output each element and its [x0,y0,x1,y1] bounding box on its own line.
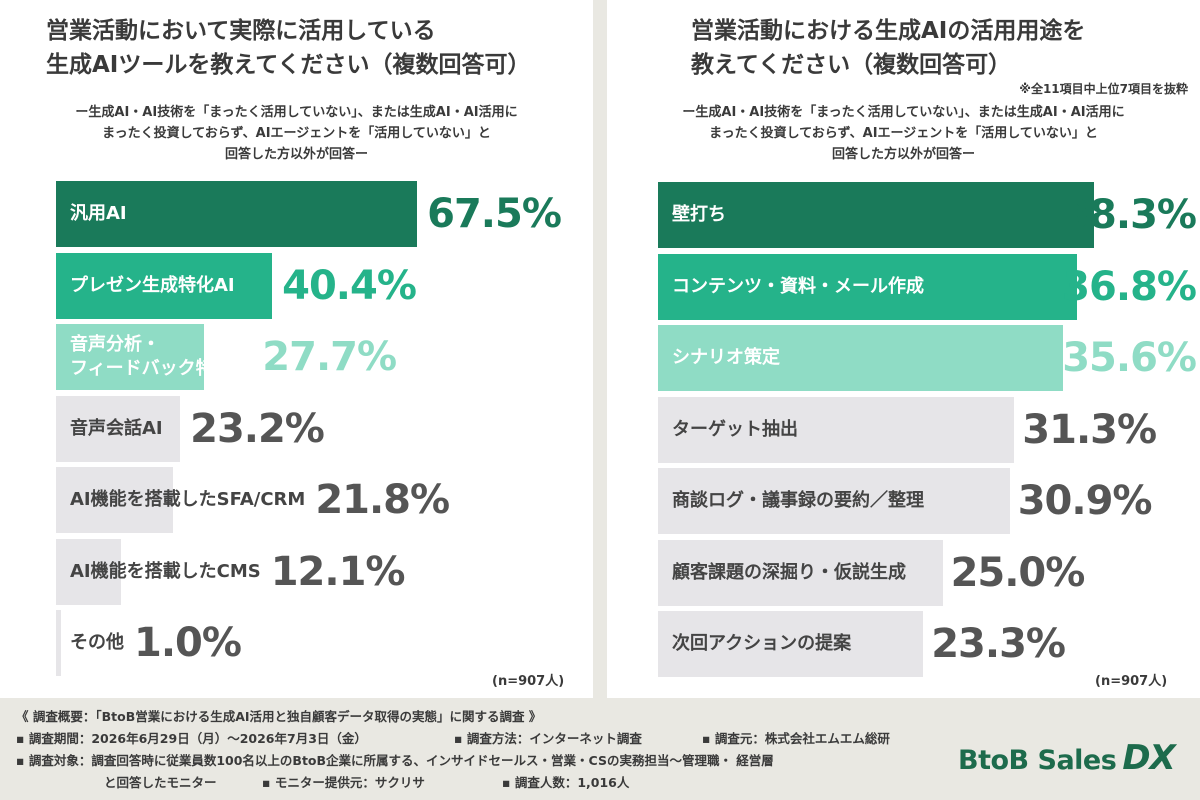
brand-name: BtoB Sales [958,745,1117,776]
bar [56,467,173,533]
brand-suffix: DX [1122,738,1175,778]
bar-label: 商談ログ・議事録の要約／整理 [672,490,924,511]
bar-label: コンテンツ・資料・メール作成 [672,275,924,297]
bar [56,252,273,319]
survey-target-cont: と回答したモニター [104,775,217,790]
bar-value-label: 23.3% [931,621,1066,667]
survey-overview: 《 調査概要：「BtoB営業における生成AI活用と独自顧客データ取得の実態」に関… [16,709,542,724]
bar [56,324,205,390]
right-bar-chart: 壁打ち 38.3% コンテンツ・資料・メール作成 36.8% シナリオ策定 35.6% ター… [607,0,1200,698]
survey-target: ▪ 調査対象：調査回答時に従業員数100名以上のBtoB企業に所属する、インサイ… [16,753,774,768]
survey-source: ▪ 調査元：株式会社エムエム総研 [702,731,890,746]
bar-label: 顧客課題の深掘り・仮説生成 [672,561,906,583]
survey-period: ▪ 調査期間：2026年6月29日（月）～2026年7月3日（金） [16,731,367,746]
bar [658,253,1077,320]
bar-value-label: 30.9% [1017,478,1153,524]
bar [658,325,1064,391]
bar [658,611,924,677]
left-chart-subtitle: ー生成AI・AI技術を「まったく活用していない」、または生成AI・AI活用に ま… [75,105,518,162]
bar-value-label: 36.8% [1062,263,1197,310]
bar-label: その他 [70,632,124,653]
survey-method: ▪ 調査方法：インターネット調査 [454,731,642,746]
bar [56,181,418,247]
survey-footer: 《 調査概要：「BtoB営業における生成AI活用と独自顧客データ取得の実態」に関… [16,706,916,794]
brand-logo: BtoB Sales DX [958,738,1176,788]
right-chart-subtitle: ー生成AI・AI技術を「まったく活用していない」、または生成AI・AI活用に ま… [682,105,1125,162]
left-chart-title: 営業活動において実際に活用している 生成AIツールを教えてください（複数回答可） [46,18,531,78]
right-sample-size: (n=907人) [1095,674,1168,689]
bar-label: 音声分析・ フィードバック特化AI [70,334,253,379]
bar-value-label: 31.3% [1022,406,1157,453]
left-bar-chart: 汎用AI 67.5% プレゼン生成特化AI 40.4% 音声分析・ フィードバック特化A… [0,0,593,698]
bar [56,395,181,462]
bar [56,538,121,605]
right-chart-note: ※全11項目中上位7項目を抜粋 [1019,82,1188,96]
bar-value-label: 12.1% [270,548,406,595]
bar-value-label: 27.7% [262,334,397,380]
bar-value-label: 35.6% [1062,335,1197,381]
bar-label: ターゲット抽出 [672,418,798,440]
bar-label: 汎用AI [70,203,127,224]
bar-value-label: 23.2% [190,405,325,452]
survey-count: ▪ 調査人数：1,016人 [502,775,630,790]
bar-value-label: 21.8% [315,477,450,523]
bar-label: 音声会話AI [70,417,163,439]
right-chart-panel: 営業活動における生成AIの活用用途を 教えてください（複数回答可） ※全11項目… [607,0,1200,698]
left-sample-size: (n=907人) [492,674,565,689]
bar-label: 壁打ち [672,204,726,225]
bar-label: AI機能を搭載したSFA/CRM [70,489,306,510]
bar [658,396,1015,463]
bar-value-label: 1.0% [134,620,242,666]
bar [658,468,1010,534]
right-chart-title: 営業活動における生成AIの活用用途を 教えてください（複数回答可） [691,18,1086,78]
survey-provider: ▪ モニター提供元：サクリサ [262,775,425,790]
bar-value-label: 67.5% [427,191,562,237]
left-chart-panel: 営業活動において実際に活用している 生成AIツールを教えてください（複数回答可）… [0,0,593,698]
bar-label: 次回アクションの提案 [672,633,852,654]
bar-label: シナリオ策定 [672,347,780,368]
bar-value-label: 25.0% [950,549,1086,596]
bar [658,182,1094,248]
bar-value-label: 38.3% [1062,192,1197,238]
bar-label: AI機能を搭載したCMS [70,560,261,582]
bar-label: プレゼン生成特化AI [70,274,235,296]
bar [56,610,62,676]
bar [658,539,943,606]
bar-value-label: 40.4% [282,262,417,309]
